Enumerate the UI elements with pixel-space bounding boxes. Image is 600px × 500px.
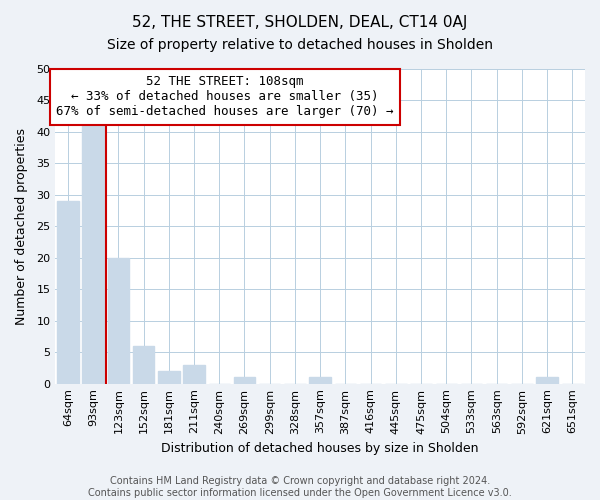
Bar	[310, 378, 331, 384]
Text: 52, THE STREET, SHOLDEN, DEAL, CT14 0AJ: 52, THE STREET, SHOLDEN, DEAL, CT14 0AJ	[133, 15, 467, 30]
Y-axis label: Number of detached properties: Number of detached properties	[15, 128, 28, 325]
Text: Size of property relative to detached houses in Sholden: Size of property relative to detached ho…	[107, 38, 493, 52]
Bar	[184, 365, 205, 384]
Bar	[234, 378, 255, 384]
Bar	[133, 346, 154, 384]
Bar	[107, 258, 129, 384]
Bar	[57, 201, 79, 384]
Text: 52 THE STREET: 108sqm
← 33% of detached houses are smaller (35)
67% of semi-deta: 52 THE STREET: 108sqm ← 33% of detached …	[56, 76, 394, 118]
Bar	[158, 371, 179, 384]
Bar	[82, 120, 104, 384]
Bar	[536, 378, 558, 384]
X-axis label: Distribution of detached houses by size in Sholden: Distribution of detached houses by size …	[161, 442, 479, 455]
Text: Contains HM Land Registry data © Crown copyright and database right 2024.
Contai: Contains HM Land Registry data © Crown c…	[88, 476, 512, 498]
